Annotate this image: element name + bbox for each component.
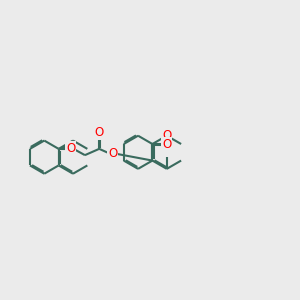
Text: O: O [162, 137, 171, 151]
Text: O: O [94, 126, 104, 139]
Text: O: O [162, 129, 171, 142]
Text: O: O [108, 147, 118, 160]
Text: O: O [66, 142, 75, 155]
